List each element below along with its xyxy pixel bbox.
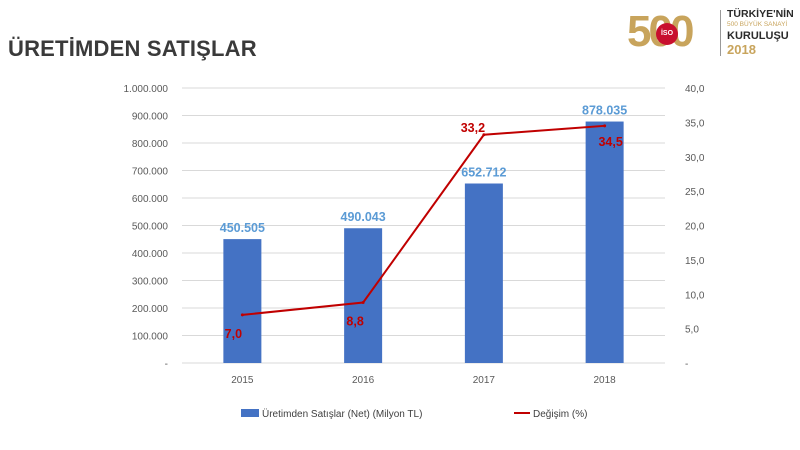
y-right-tick-label: 25,0 [685,187,705,198]
y-left-tick-label: 100.000 [132,332,169,343]
y-right-tick-label: 15,0 [685,256,705,267]
y-right-tick-label: - [685,359,688,370]
y-right-tick-label: 30,0 [685,153,705,164]
y-right-tick-label: 40,0 [685,84,705,95]
y-left-tick-label: 1.000.000 [124,84,169,95]
logo-line-2: 500 BÜYÜK SANAYİ [727,21,788,28]
y-right-tick-label: 10,0 [685,290,705,301]
y-left-tick-label: 800.000 [132,139,169,150]
line-point [240,313,244,317]
legend-label-bars: Üretimden Satışlar (Net) (Milyon TL) [262,408,422,420]
x-tick-label: 2016 [352,375,375,386]
y-left-tick-label: 200.000 [132,304,169,315]
y-left-tick-label: 500.000 [132,222,169,233]
bar-data-label: 450.505 [220,221,265,235]
logo: 500 İSO TÜRKİYE'NİN 500 BÜYÜK SANAYİ KUR… [625,4,795,60]
bar [585,121,624,363]
bar-data-label: 878.035 [582,104,627,118]
y-right-tick-label: 35,0 [685,118,705,129]
line-data-label: 8,8 [346,315,363,329]
legend-label-line: Değişim (%) [533,409,587,420]
line-point [603,124,607,128]
logo-line-1: TÜRKİYE'NİN [727,8,794,20]
y-left-tick-label: 600.000 [132,194,169,205]
y-left-tick-label: 300.000 [132,277,169,288]
legend-swatch-bars [241,409,259,417]
line-point [482,133,486,137]
bar [464,183,503,363]
y-left-tick-label: 400.000 [132,249,169,260]
logo-divider [720,10,721,56]
line-data-label: 34,5 [598,135,622,149]
line-data-label: 7,0 [225,327,242,341]
x-tick-label: 2015 [231,375,254,386]
bar-data-label: 490.043 [341,210,386,224]
bar [223,239,262,363]
line-series [242,124,605,316]
page-title: ÜRETİMDEN SATIŞLAR [8,36,257,61]
logo-line-4: 2018 [727,42,756,57]
x-tick-label: 2018 [594,375,617,386]
y-left-tick-label: 700.000 [132,167,169,178]
line-data-label: 33,2 [461,121,485,135]
logo-line-3: KURULUŞU [727,30,789,42]
line-point [361,301,365,304]
x-tick-label: 2017 [473,375,496,386]
y-right-tick-label: 20,0 [685,222,705,233]
y-left-tick-label: - [165,359,168,370]
bar [344,228,383,363]
y-left-tick-label: 900.000 [132,112,169,123]
bar-data-label: 652.712 [461,166,506,180]
y-right-tick-label: 5,0 [685,325,699,336]
logo-badge: İSO [656,23,678,45]
